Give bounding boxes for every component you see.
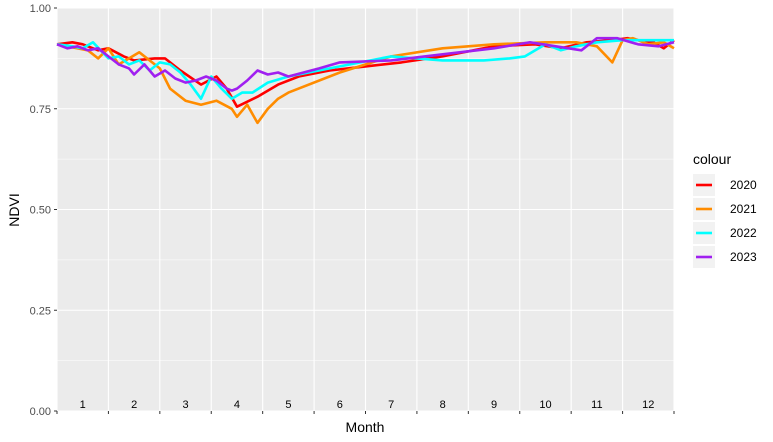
series-line-2022 xyxy=(56,38,674,100)
series-line-2023 xyxy=(56,36,675,92)
y-tick-label: 0.25 xyxy=(30,305,51,317)
month-label: 4 xyxy=(234,399,240,411)
month-label: 12 xyxy=(642,399,654,411)
y-tick-label: 0.75 xyxy=(30,104,51,116)
legend-label-2022: 2022 xyxy=(730,226,757,240)
legend: colour 2020 2021 2022 2023 xyxy=(693,151,757,268)
legend-title: colour xyxy=(693,151,731,167)
month-label: 7 xyxy=(388,399,394,411)
month-labels: 1 2 3 4 5 6 7 8 9 10 11 12 xyxy=(80,399,655,411)
month-label: 11 xyxy=(591,399,602,411)
y-tick-label: 0.50 xyxy=(30,205,51,217)
y-axis: 0.00 0.25 0.50 0.75 1.00 xyxy=(30,3,57,418)
y-axis-title: NDVI xyxy=(6,193,22,226)
legend-label-2021: 2021 xyxy=(730,202,757,216)
y-tick-label: 0.00 xyxy=(30,406,51,418)
month-label: 1 xyxy=(80,399,86,411)
legend-label-2020: 2020 xyxy=(730,178,757,192)
month-label: 8 xyxy=(440,399,446,411)
x-axis xyxy=(56,411,675,414)
x-axis-title: Month xyxy=(346,419,385,435)
month-label: 10 xyxy=(539,399,551,411)
month-label: 5 xyxy=(285,399,291,411)
series-lines xyxy=(56,36,675,125)
month-label: 2 xyxy=(131,399,137,411)
month-label: 3 xyxy=(182,399,188,411)
series-line-2021 xyxy=(56,36,675,125)
y-tick-label: 1.00 xyxy=(30,3,51,15)
month-label: 6 xyxy=(337,399,343,411)
legend-items: 2020 2021 2022 2023 xyxy=(693,174,757,268)
legend-label-2023: 2023 xyxy=(730,250,757,264)
month-label: 9 xyxy=(491,399,497,411)
